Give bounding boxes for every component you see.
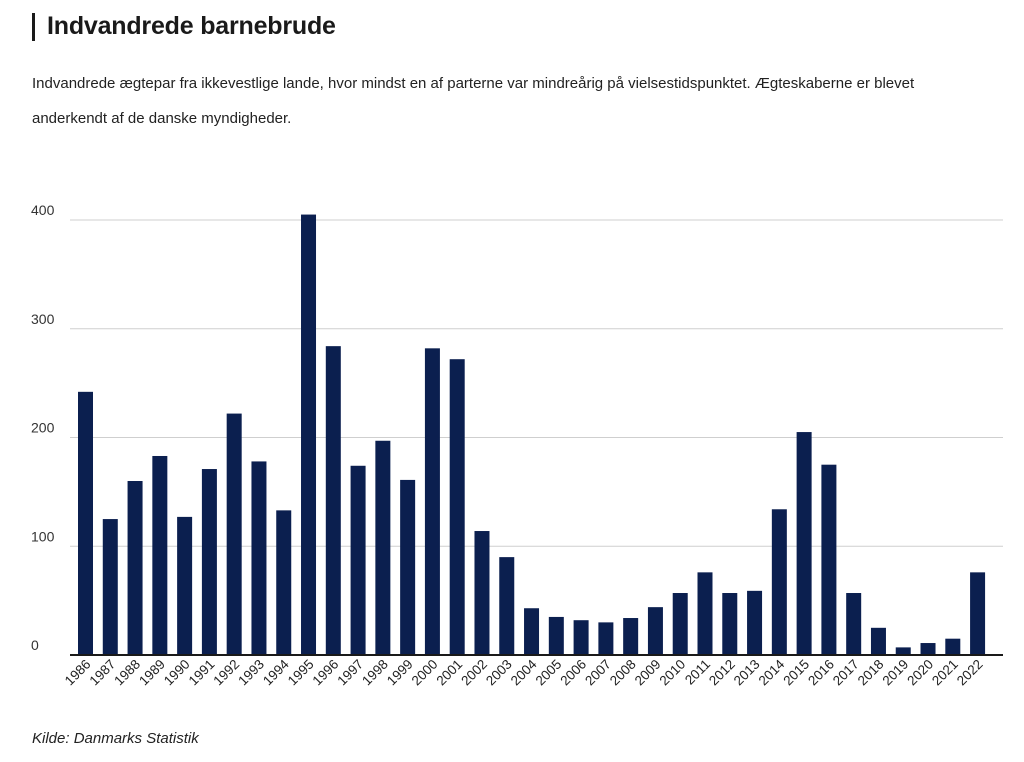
x-tick-label: 2008: [607, 657, 639, 689]
x-tick-label: 2007: [582, 657, 614, 689]
bar: [722, 593, 738, 655]
x-tick-label: 1987: [87, 657, 119, 689]
y-tick-label: 0: [31, 637, 39, 653]
x-tick-label: 1986: [62, 657, 94, 689]
bar: [400, 479, 416, 655]
bar: [697, 572, 713, 655]
bar: [102, 519, 118, 655]
source-note: Kilde: Danmarks Statistik: [32, 730, 199, 747]
bar: [573, 620, 589, 655]
bar: [424, 348, 440, 655]
x-tick-label: 2002: [458, 657, 490, 689]
bar: [449, 359, 465, 655]
y-tick-label: 300: [31, 311, 55, 327]
bar: [821, 464, 837, 655]
x-tick-label: 1999: [384, 657, 416, 689]
x-tick-label: 2004: [508, 656, 540, 688]
bar: [672, 593, 688, 655]
x-tick-label: 1991: [186, 657, 218, 689]
bar: [870, 627, 886, 655]
bar: [647, 607, 663, 655]
x-tick-label: 2015: [780, 657, 812, 689]
bar: [895, 647, 911, 655]
x-tick-label: 2000: [409, 657, 441, 689]
bar: [226, 413, 242, 655]
x-tick-label: 2010: [656, 657, 688, 689]
x-tick-label: 2012: [706, 657, 738, 689]
x-tick-label: 2003: [483, 657, 515, 689]
bar: [598, 622, 614, 655]
x-tick-label: 1994: [260, 656, 292, 688]
bar: [945, 638, 961, 655]
x-tick-label: 2001: [433, 657, 465, 689]
bar: [177, 516, 193, 655]
bar: [152, 455, 168, 655]
y-tick-label: 200: [31, 420, 55, 436]
bar: [771, 509, 787, 655]
bar: [350, 465, 366, 655]
x-tick-label: 2009: [632, 657, 664, 689]
x-tick-label: 2021: [929, 657, 961, 689]
x-tick-label: 2014: [756, 656, 788, 688]
x-tick-label: 2019: [880, 657, 912, 689]
bar: [796, 432, 812, 655]
x-tick-label: 1993: [235, 657, 267, 689]
x-tick-label: 2013: [731, 657, 763, 689]
chart-subtitle: Indvandrede ægtepar fra ikkevestlige lan…: [32, 75, 915, 127]
bar: [301, 214, 317, 655]
x-tick-label: 1998: [359, 657, 391, 689]
x-tick-label: 1995: [285, 657, 317, 689]
title-container: Indvandrede barnebrude: [32, 12, 336, 41]
x-tick-label: 2006: [557, 657, 589, 689]
bar: [970, 572, 986, 655]
x-tick-label: 1997: [334, 657, 366, 689]
bar: [375, 440, 391, 655]
x-tick-label: 2005: [533, 657, 565, 689]
bar: [548, 616, 564, 655]
bar: [325, 346, 341, 655]
x-tick-label: 1996: [310, 657, 342, 689]
bar: [623, 618, 639, 655]
bar: [276, 510, 292, 655]
title-accent-bar: [32, 12, 35, 41]
chart-title: Indvandrede barnebrude: [47, 12, 336, 40]
bar: [127, 481, 143, 655]
y-tick-label: 100: [31, 528, 55, 544]
bar: [201, 469, 217, 655]
bar: [474, 531, 490, 655]
bar: [78, 391, 93, 655]
bar: [499, 557, 515, 655]
x-tick-label: 1990: [161, 657, 193, 689]
x-tick-label: 2011: [682, 657, 713, 688]
x-tick-label: 1992: [210, 657, 242, 689]
x-tick-label: 1989: [136, 657, 168, 689]
bar: [846, 593, 862, 655]
x-tick-label: 1988: [111, 657, 143, 689]
bar: [524, 608, 540, 655]
bar: [747, 590, 763, 655]
x-tick-label: 2022: [954, 657, 986, 689]
x-tick-label: 2018: [855, 657, 887, 689]
x-tick-label: 2020: [904, 657, 936, 689]
x-tick-label: 2016: [805, 657, 837, 689]
y-tick-label: 400: [31, 202, 55, 218]
x-tick-label: 2017: [830, 657, 862, 689]
bar: [920, 643, 936, 655]
bar: [251, 461, 267, 655]
